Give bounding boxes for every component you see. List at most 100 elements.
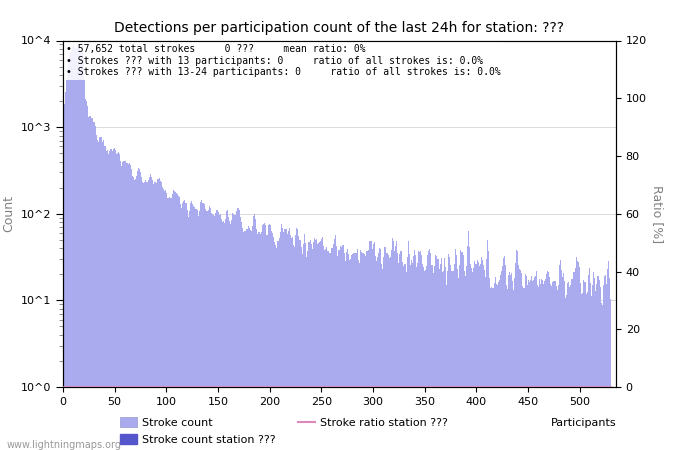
Bar: [417, 263, 418, 450]
Bar: [599, 280, 600, 450]
Bar: [268, 225, 270, 450]
Bar: [295, 234, 296, 450]
Bar: [575, 268, 576, 450]
Bar: [456, 255, 457, 450]
Bar: [349, 260, 350, 450]
Bar: [84, 79, 85, 450]
Bar: [324, 250, 325, 450]
Bar: [498, 279, 500, 450]
Bar: [350, 259, 351, 450]
Bar: [587, 275, 589, 450]
Bar: [232, 213, 233, 450]
Bar: [172, 194, 173, 450]
Bar: [440, 265, 441, 450]
Bar: [168, 198, 169, 450]
Bar: [286, 229, 287, 450]
Bar: [415, 255, 416, 450]
Bar: [609, 279, 610, 450]
Bar: [72, 47, 73, 450]
Bar: [533, 280, 534, 450]
Bar: [414, 250, 415, 450]
Bar: [78, 43, 79, 450]
Bar: [413, 256, 414, 450]
Bar: [571, 279, 572, 450]
Bar: [97, 142, 99, 450]
Bar: [200, 202, 201, 450]
Bar: [365, 256, 366, 450]
Bar: [302, 254, 303, 450]
Bar: [610, 299, 611, 450]
Bar: [321, 239, 322, 450]
Bar: [150, 175, 151, 450]
Bar: [531, 276, 532, 450]
Bar: [220, 219, 222, 450]
Bar: [199, 212, 200, 450]
Bar: [601, 303, 602, 450]
Bar: [481, 257, 482, 450]
Bar: [420, 251, 421, 450]
Bar: [194, 207, 195, 450]
Bar: [113, 149, 114, 450]
Bar: [143, 184, 144, 450]
Text: www.lightningmaps.org: www.lightningmaps.org: [7, 440, 122, 450]
Bar: [459, 266, 461, 450]
Bar: [322, 238, 323, 450]
Bar: [578, 262, 580, 450]
Bar: [429, 249, 430, 450]
Bar: [64, 92, 66, 450]
Bar: [474, 261, 475, 450]
Bar: [356, 253, 357, 450]
Bar: [491, 288, 493, 450]
Bar: [314, 238, 315, 450]
Bar: [104, 146, 105, 450]
Bar: [138, 168, 139, 450]
Bar: [330, 252, 331, 450]
Bar: [482, 260, 483, 450]
Bar: [316, 239, 317, 450]
Bar: [568, 282, 569, 450]
Bar: [175, 192, 176, 450]
Bar: [323, 246, 324, 450]
Bar: [250, 230, 251, 450]
Bar: [585, 294, 587, 450]
Bar: [443, 271, 444, 450]
Bar: [453, 271, 454, 450]
Bar: [320, 241, 321, 450]
Legend: Stroke count, Stroke count station ???, Stroke ratio station ???: Stroke count, Stroke count station ???, …: [116, 413, 453, 449]
Bar: [123, 161, 125, 450]
Y-axis label: Ratio [%]: Ratio [%]: [650, 184, 664, 243]
Bar: [164, 190, 166, 450]
Bar: [193, 206, 194, 450]
Bar: [109, 151, 110, 450]
Bar: [318, 242, 320, 450]
Bar: [284, 229, 285, 450]
Bar: [202, 203, 203, 450]
Bar: [539, 279, 540, 450]
Bar: [74, 47, 75, 450]
Bar: [146, 181, 147, 450]
Bar: [112, 151, 113, 450]
Bar: [558, 285, 559, 450]
Bar: [66, 67, 68, 450]
Bar: [326, 247, 327, 450]
Bar: [132, 176, 133, 450]
Bar: [556, 290, 558, 450]
Bar: [238, 208, 239, 450]
Bar: [473, 268, 474, 450]
Bar: [147, 182, 148, 450]
Bar: [273, 237, 274, 450]
Bar: [327, 251, 328, 450]
Bar: [566, 295, 567, 450]
Bar: [83, 58, 84, 450]
Bar: [178, 195, 179, 450]
Bar: [442, 272, 443, 450]
Bar: [589, 283, 591, 450]
Bar: [361, 252, 362, 450]
Bar: [277, 241, 279, 450]
Bar: [485, 277, 486, 450]
Bar: [355, 253, 356, 450]
Bar: [287, 234, 288, 450]
Bar: [167, 198, 168, 450]
Bar: [486, 259, 487, 450]
Bar: [207, 211, 208, 450]
